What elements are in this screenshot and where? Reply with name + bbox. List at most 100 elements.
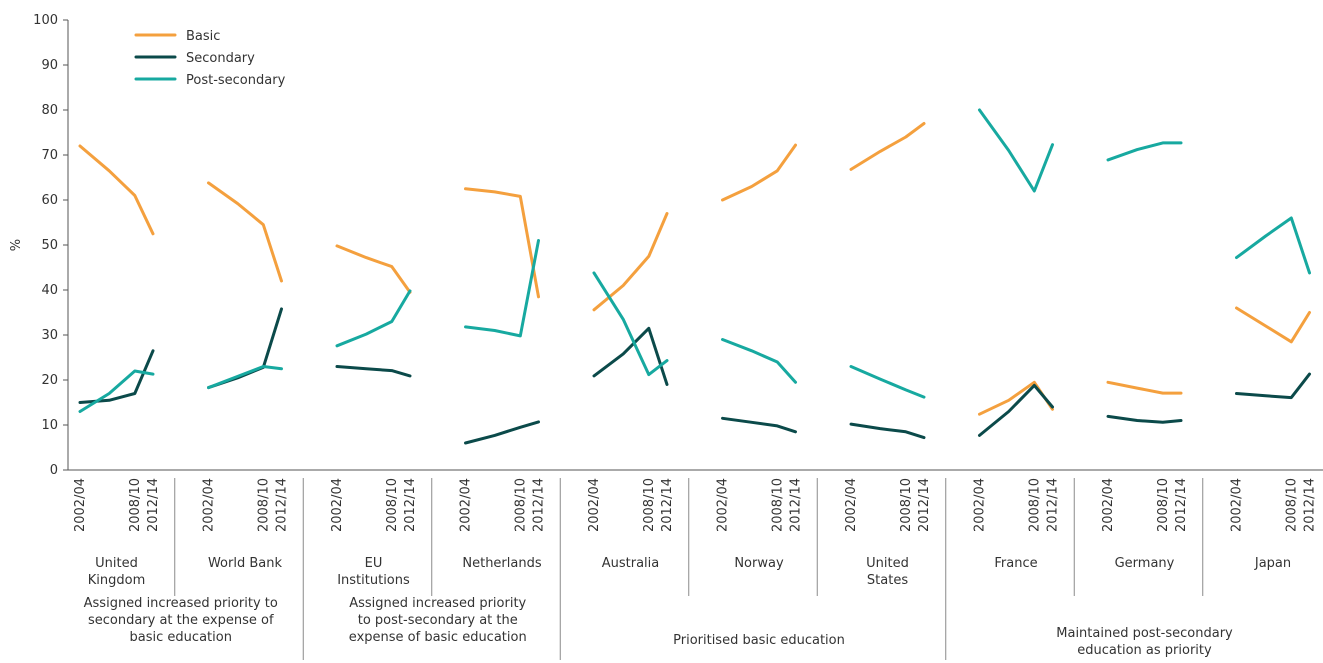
series-line-secondary xyxy=(1106,414,1183,424)
group-label: Assigned increased priority xyxy=(349,596,526,611)
x-tick-label: 2012/14 xyxy=(1303,478,1318,532)
x-tick-label: 2008/10 xyxy=(1284,478,1299,532)
series-line-basic xyxy=(464,187,540,299)
series-line-secondary xyxy=(592,326,669,386)
y-tick-label: 100 xyxy=(33,13,58,28)
series-lines xyxy=(78,108,1311,445)
series-line-post-secondary xyxy=(721,338,797,384)
x-tick-label: 2002/04 xyxy=(844,478,859,532)
series-line-basic xyxy=(592,212,669,312)
category-label: Kingdom xyxy=(88,573,146,588)
y-tick-label: 20 xyxy=(41,373,58,388)
x-tick-label: 2012/14 xyxy=(789,478,804,532)
x-tick-label: 2012/14 xyxy=(403,478,418,532)
y-tick-label: 70 xyxy=(41,148,58,163)
legend: Basic Secondary Post-secondary xyxy=(134,29,286,88)
x-tick-label: 2012/14 xyxy=(146,478,161,532)
x-tick-label: 2012/14 xyxy=(275,478,290,532)
x-tick-label: 2002/04 xyxy=(73,478,88,532)
axes: 0 10 20 30 40 50 60 70 80 90 100% xyxy=(9,13,1323,478)
x-tick-label: 2012/14 xyxy=(1174,478,1189,532)
category-label: France xyxy=(994,556,1037,571)
series-line-secondary xyxy=(464,420,540,445)
x-tick-label: 2008/10 xyxy=(899,478,914,532)
x-tick-label: 2012/14 xyxy=(1046,478,1061,532)
group-label: secondary at the expense of xyxy=(88,613,274,628)
x-tick-label: 2008/10 xyxy=(128,478,143,532)
group-label: Maintained post-secondary xyxy=(1056,626,1233,641)
x-tick-label: 2002/04 xyxy=(1230,478,1245,532)
legend-label: Secondary xyxy=(186,51,255,66)
series-line-basic xyxy=(849,122,926,171)
category-label: Australia xyxy=(602,556,660,571)
category-label: Netherlands xyxy=(462,556,541,571)
x-tick-label: 2012/14 xyxy=(532,478,547,532)
group-label: basic education xyxy=(130,630,232,645)
series-line-secondary xyxy=(721,416,797,434)
y-tick-label: 50 xyxy=(41,238,58,253)
group-label: to post-secondary at the xyxy=(358,613,518,628)
x-tick-label: 2012/14 xyxy=(660,478,675,532)
x-tick-label: 2002/04 xyxy=(587,478,602,532)
series-line-basic xyxy=(78,144,155,236)
series-line-basic xyxy=(207,181,283,283)
series-line-secondary xyxy=(207,307,283,390)
series-line-post-secondary xyxy=(1235,216,1311,275)
y-tick-label: 10 xyxy=(41,418,58,433)
x-tick-label: 2002/04 xyxy=(330,478,345,532)
series-line-basic xyxy=(335,244,412,294)
x-tick-label: 2002/04 xyxy=(202,478,217,532)
series-line-post-secondary xyxy=(978,108,1054,193)
group-label: education as priority xyxy=(1077,643,1212,658)
series-line-post-secondary xyxy=(78,369,155,413)
series-line-secondary xyxy=(335,365,412,378)
category-label: States xyxy=(867,573,908,588)
x-tick-label: 2008/10 xyxy=(1027,478,1042,532)
legend-label: Post-secondary xyxy=(186,73,286,88)
group-label: Prioritised basic education xyxy=(673,633,845,648)
x-tick-label: 2008/10 xyxy=(513,478,528,532)
x-tick-label: 2002/04 xyxy=(1101,478,1116,532)
y-tick-label: 60 xyxy=(41,193,58,208)
series-line-post-secondary xyxy=(207,365,283,390)
y-tick-label: 80 xyxy=(41,103,58,118)
y-tick-label: 30 xyxy=(41,328,58,343)
series-line-post-secondary xyxy=(464,239,540,338)
category-label: World Bank xyxy=(208,556,283,571)
series-line-post-secondary xyxy=(849,365,926,399)
legend-label: Basic xyxy=(186,29,220,44)
series-line-secondary xyxy=(849,422,926,440)
series-line-basic xyxy=(1235,306,1311,344)
y-tick-label: 90 xyxy=(41,58,58,73)
y-tick-label: 0 xyxy=(50,463,58,478)
x-tick-label: 2002/04 xyxy=(716,478,731,532)
x-tick-label: 2008/10 xyxy=(1156,478,1171,532)
series-line-basic xyxy=(978,380,1054,416)
category-label: Japan xyxy=(1254,556,1291,571)
category-label: United xyxy=(866,556,909,571)
y-tick-label: 40 xyxy=(41,283,58,298)
x-tick-label: 2008/10 xyxy=(770,478,785,532)
series-line-basic xyxy=(1106,380,1183,395)
category-label: Norway xyxy=(734,556,784,571)
x-tick-label: 2002/04 xyxy=(973,478,988,532)
series-line-post-secondary xyxy=(335,289,412,348)
category-label: EU xyxy=(365,556,383,571)
y-axis-label: % xyxy=(9,239,24,251)
group-label: Assigned increased priority to xyxy=(84,596,278,611)
series-line-post-secondary xyxy=(592,271,669,377)
category-label: Germany xyxy=(1115,556,1175,571)
x-tick-label: 2008/10 xyxy=(642,478,657,532)
series-line-basic xyxy=(721,143,797,202)
series-line-post-secondary xyxy=(1106,141,1183,162)
x-tick-label: 2008/10 xyxy=(256,478,271,532)
series-line-secondary xyxy=(1235,372,1311,400)
x-tick-label: 2002/04 xyxy=(459,478,474,532)
series-line-secondary xyxy=(78,349,155,404)
group-label: expense of basic education xyxy=(349,630,527,645)
x-tick-label: 2008/10 xyxy=(385,478,400,532)
series-line-secondary xyxy=(978,383,1054,437)
category-label: United xyxy=(95,556,138,571)
category-label: Institutions xyxy=(337,573,410,588)
